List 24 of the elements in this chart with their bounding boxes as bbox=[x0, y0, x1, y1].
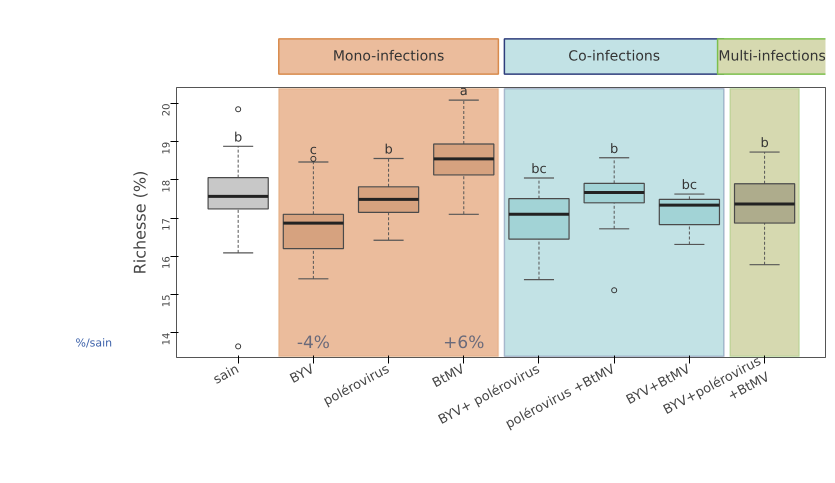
band-label: Multi-infections bbox=[718, 48, 826, 64]
annotation: b bbox=[760, 136, 769, 152]
annotation: bc bbox=[682, 178, 698, 194]
y-tick-label: 15 bbox=[162, 294, 172, 308]
annotation: +6% bbox=[443, 332, 484, 353]
band-label: Co-infections bbox=[568, 48, 660, 64]
y-tick-label: 18 bbox=[162, 180, 172, 193]
y-tick-label: 20 bbox=[162, 104, 172, 116]
y-axis-title: Richesse (%) bbox=[130, 170, 150, 274]
y-tick-label: 14 bbox=[162, 332, 172, 346]
text: %/sain bbox=[76, 336, 112, 350]
x-tick-label: sain bbox=[211, 362, 242, 388]
annotation: a bbox=[460, 84, 468, 100]
x-tick-label: BYV bbox=[288, 362, 317, 387]
annotation: -4% bbox=[296, 332, 330, 353]
annotation: b bbox=[610, 142, 618, 157]
annotation: b bbox=[384, 142, 393, 158]
y-tick-label: 17 bbox=[162, 218, 172, 231]
annotation: bc bbox=[531, 162, 547, 178]
y-tick-label: 19 bbox=[162, 142, 172, 154]
annotation: b bbox=[234, 130, 242, 146]
band-label: Mono-infections bbox=[332, 48, 444, 64]
y-tick-label: 16 bbox=[162, 256, 172, 270]
annotation: c bbox=[310, 142, 317, 158]
